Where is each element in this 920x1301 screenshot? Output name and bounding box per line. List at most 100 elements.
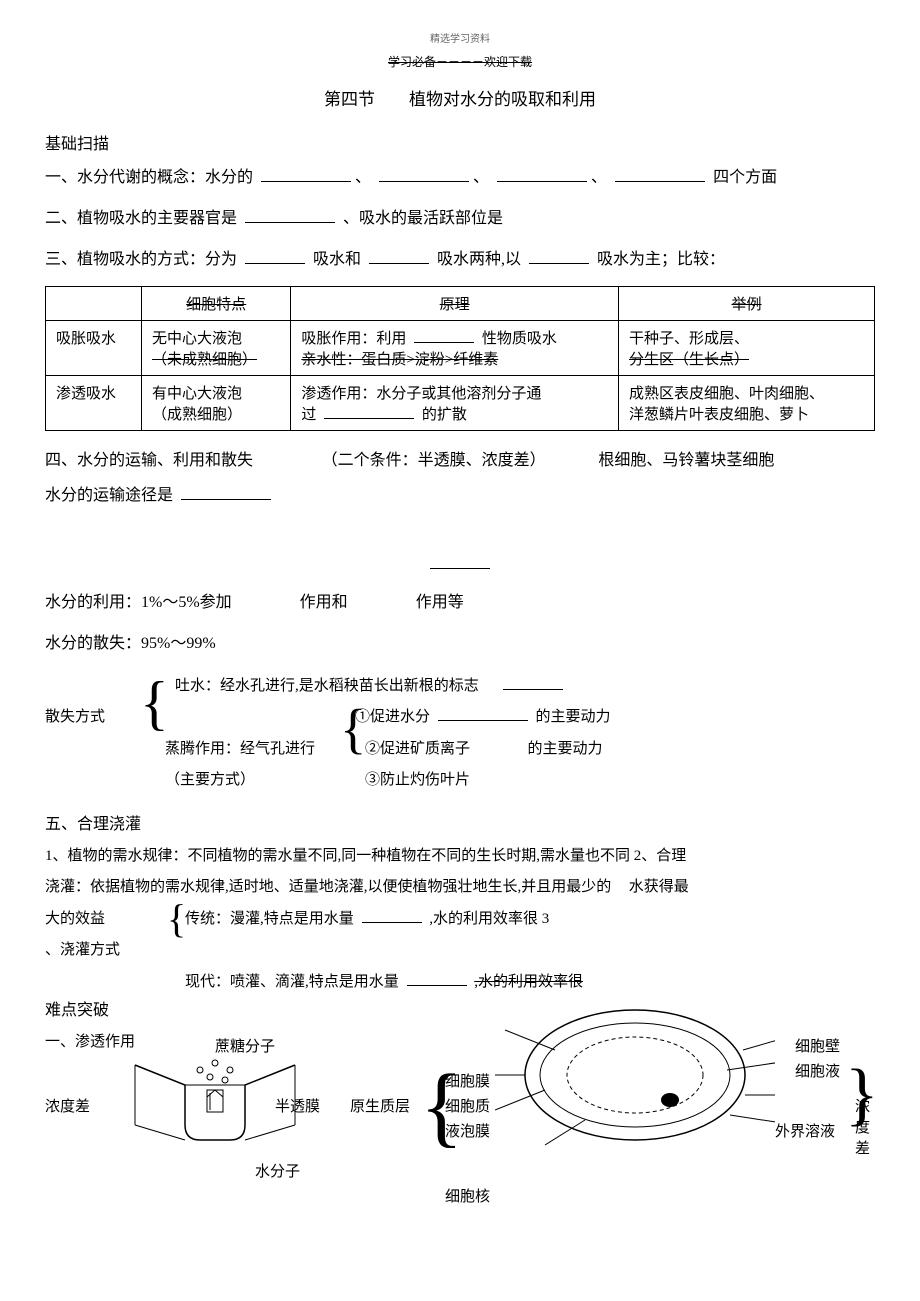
sec2-mid: 、吸水的最活跃部位是: [343, 210, 503, 227]
i2-pre: ②促进矿质离子: [365, 741, 470, 757]
sec3-prefix: 三、植物吸水的方式：分为: [45, 251, 237, 268]
blank: [430, 553, 490, 569]
cell-text: 有中心大液泡: [152, 382, 280, 403]
ext-solution-label: 外界溶液: [775, 1120, 835, 1141]
sec1-prefix: 一、水分代谢的概念：水分的: [45, 169, 253, 186]
transport-line: 水分的运输途径是: [45, 482, 875, 511]
spit-water: 吐水：经水孔进行,是水稻秧苗长出新根的标志: [175, 674, 875, 700]
blank: [379, 166, 469, 182]
section-4-row: 四、水分的运输、利用和散失 （二个条件：半透膜、浓度差） 根细胞、马铃薯块茎细胞: [45, 446, 875, 470]
comparison-table: 细胞特点 原理 举例 吸胀吸水 无中心大液泡 （未成熟细胞） 吸胀作用：利用 性…: [45, 286, 875, 431]
cell-text: 渗透作用：水分子或其他溶剂分子通: [301, 382, 608, 403]
sec3-suffix: 吸水为主；比较：: [597, 251, 725, 268]
td: 无中心大液泡 （未成熟细胞）: [142, 321, 291, 376]
section-2: 二、植物吸水的主要器官是 、吸水的最活跃部位是: [45, 205, 875, 234]
table-row: 渗透吸水 有中心大液泡 （成熟细胞） 渗透作用：水分子或其他溶剂分子通 过 的扩…: [46, 376, 875, 431]
section-basic-scan: 基础扫描: [45, 130, 875, 154]
vacuole-membrane-label: 液泡膜: [445, 1120, 490, 1141]
header-struck: 学习必备－－－－欢迎下载: [45, 53, 875, 70]
brace-icon: {: [140, 669, 169, 738]
conc-diff-label: 浓度差: [45, 1095, 90, 1116]
blank: [497, 166, 587, 182]
cell-text: （未成熟细胞）: [152, 348, 280, 369]
blank: [369, 248, 429, 264]
cell-sap-label: 细胞液: [795, 1060, 840, 1081]
sec5-l1: 1、植物的需水规律：不同植物的需水量不同,同一种植物在不同的生长时期,需水量也不…: [45, 844, 875, 870]
page-title: 第四节 植物对水分的吸取和利用: [45, 85, 875, 110]
cell-text: 吸胀作用：利用: [301, 331, 406, 347]
td: 成熟区表皮细胞、叶肉细胞、 洋葱鳞片叶表皮细胞、萝卜: [619, 376, 875, 431]
semi-label: 半透膜: [275, 1095, 320, 1116]
irr-label: 、浇灌方式: [45, 938, 875, 964]
nucleus-label: 细胞核: [445, 1185, 490, 1206]
l2-suf: 水获得最: [629, 879, 689, 895]
section-1: 一、水分代谢的概念：水分的 、 、 、 四个方面: [45, 164, 875, 193]
th-cell-feature: 细胞特点: [142, 287, 291, 321]
th-example: 举例: [619, 287, 875, 321]
cell-text: 过: [301, 407, 316, 423]
trans-sub: （主要方式）: [165, 768, 365, 794]
trad-irrigation: 传统：漫灌,特点是用水量 ,水的利用效率很 3: [185, 907, 549, 933]
blank: [414, 328, 474, 343]
cell-icon: [495, 995, 775, 1165]
blank: [245, 207, 335, 223]
trad-pre: 传统：漫灌,特点是用水量: [185, 911, 354, 927]
td: 渗透作用：水分子或其他溶剂分子通 过 的扩散: [291, 376, 619, 431]
blank: [324, 404, 414, 419]
item2: ②促进矿质离子 的主要动力: [365, 737, 603, 763]
th-empty: [46, 287, 142, 321]
blank: [503, 675, 563, 690]
cell-text: 成熟区表皮细胞、叶肉细胞、: [629, 382, 864, 403]
td: 吸胀作用：利用 性物质吸水 亲水性：蛋白质>淀粉>纤维素: [291, 321, 619, 376]
transport-prefix: 水分的运输途径是: [45, 487, 173, 504]
brace-icon: {: [340, 697, 366, 760]
sec4-mid: （二个条件：半透膜、浓度差）: [322, 446, 599, 470]
section-3: 三、植物吸水的方式：分为 吸水和 吸水两种,以 吸水为主；比较：: [45, 246, 875, 275]
osmosis-diagram: 一、渗透作用 蔗糖分子 浓度差 半透膜 水分子 原生质层 { 细胞膜 细胞质 液…: [45, 1030, 875, 1250]
td: 有中心大液泡 （成熟细胞）: [142, 376, 291, 431]
sugar-label: 蔗糖分子: [215, 1035, 275, 1056]
brace-icon: {: [845, 1055, 879, 1135]
section-5-heading: 五、合理浇灌: [45, 810, 875, 834]
modern-pre: 现代：喷灌、滴灌,特点是用水量: [185, 974, 399, 990]
item3: ③防止灼伤叶片: [365, 768, 470, 794]
blank: [261, 166, 351, 182]
td: 吸胀吸水: [46, 321, 142, 376]
wu-suffix: 作用等: [416, 594, 464, 611]
table-row: 吸胀吸水 无中心大液泡 （未成熟细胞） 吸胀作用：利用 性物质吸水 亲水性：蛋白…: [46, 321, 875, 376]
blank: [362, 908, 422, 923]
td: 渗透吸水: [46, 376, 142, 431]
blank: [181, 484, 271, 500]
i2-suf: 的主要动力: [528, 741, 603, 757]
modern-suf: ,水的利用效率很: [474, 974, 583, 990]
blank: [407, 971, 467, 986]
cell-text: 亲水性：蛋白质>淀粉>纤维素: [301, 348, 608, 369]
blank: [245, 248, 305, 264]
blank: [529, 248, 589, 264]
trad-suf: ,水的利用效率很 3: [429, 911, 549, 927]
plasma-label: 原生质层: [350, 1095, 410, 1116]
sec5-l3: 大的效益: [45, 907, 125, 933]
sec4-left: 四、水分的运输、利用和散失: [45, 446, 322, 470]
water-use-line: 水分的利用：1%～5%参加 作用和 作用等: [45, 589, 875, 618]
water-loss-line: 水分的散失：95%～99%: [45, 630, 875, 659]
wu-prefix: 水分的利用：1%～5%参加: [45, 594, 232, 611]
wu-mid: 作用和: [300, 594, 348, 611]
th-principle: 原理: [291, 287, 619, 321]
l2-pre: 浇灌：依据植物的需水规律,适时地、适量地浇灌,以便使植物强壮地生长,并且用最少的: [45, 879, 611, 895]
cell-text: 分生区（生长点）: [629, 348, 864, 369]
blank: [438, 706, 528, 721]
sec2-prefix: 二、植物吸水的主要器官是: [45, 210, 237, 227]
table-header-row: 细胞特点 原理 举例: [46, 287, 875, 321]
cell-text: 性物质吸水: [482, 331, 557, 347]
brace-icon: {: [167, 895, 186, 942]
cell-text: 的扩散: [422, 407, 467, 423]
cell-text: 干种子、形成层、: [629, 327, 864, 348]
cell-text: 洋葱鳞片叶表皮细胞、萝卜: [629, 403, 864, 424]
modern-irrigation: 现代：喷灌、滴灌,特点是用水量 ,水的利用效率很: [185, 970, 875, 996]
sec3-mid2: 吸水两种,以: [437, 251, 521, 268]
sec3-mid1: 吸水和: [313, 251, 361, 268]
item1: ①促进水分 的主要动力: [355, 705, 611, 731]
water-label: 水分子: [255, 1160, 300, 1181]
header-small: 精选学习资料: [45, 30, 875, 45]
